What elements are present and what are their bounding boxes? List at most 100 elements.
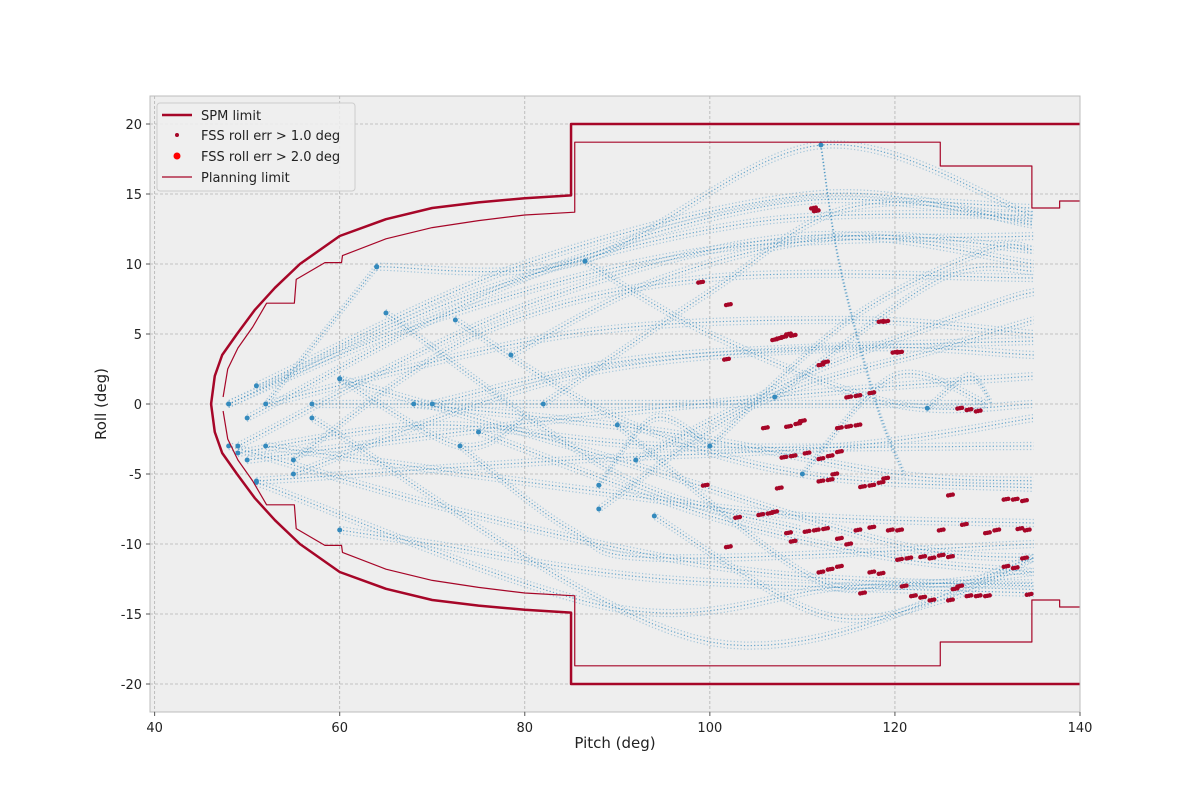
fss-err-1deg-point (950, 553, 955, 559)
fss-err-1deg-point (899, 527, 905, 532)
y-tick-label: 10 (125, 258, 142, 273)
trajectory-line (432, 343, 1034, 409)
trajectory-start-point (244, 457, 250, 463)
legend-swatch-fss-2deg (173, 152, 181, 160)
trajectory-line (376, 143, 1034, 273)
fss-err-1deg-point (774, 509, 780, 514)
trajectory-line (654, 518, 1034, 624)
trajectory-line (616, 424, 1034, 590)
trajectory-line (265, 448, 1034, 528)
trajectory-line (228, 210, 1034, 402)
trajectory-line (293, 273, 1034, 461)
trajectory-line (228, 235, 1034, 405)
fss-err-1deg-point (760, 511, 766, 517)
fss-err-1deg-point (848, 423, 854, 429)
trajectory-line (774, 262, 1034, 394)
trajectory-start-point (818, 142, 824, 148)
fss-err-1deg-point (922, 553, 928, 559)
trajectory-line (265, 262, 378, 401)
fss-err-1deg-point (839, 425, 844, 430)
fss-err-1deg-point (1006, 563, 1011, 569)
fss-err-1deg-point (1006, 496, 1011, 501)
trajectory-start-point (799, 471, 805, 477)
trajectory-line (432, 340, 1034, 405)
trajectory-line (478, 431, 1034, 573)
y-tick-label: 0 (134, 398, 142, 413)
trajectory-line (510, 231, 1034, 353)
trajectory-line (616, 428, 1034, 594)
legend-label-spm-limit: SPM limit (201, 109, 261, 124)
legend: SPM limit FSS roll err > 1.0 deg FSS rol… (156, 102, 356, 192)
trajectory-start-point (253, 383, 259, 389)
trajectory-start-point (253, 479, 259, 485)
fss-err-1deg-point (737, 514, 743, 520)
trajectory-line (256, 481, 1034, 614)
trajectory-start-point (457, 443, 463, 449)
fss-err-1deg-point (941, 527, 946, 532)
trajectory-line (339, 378, 1034, 559)
trajectory-line (256, 478, 1034, 611)
fss-err-1deg-point (839, 563, 844, 569)
fss-err-1deg-point (959, 583, 965, 588)
trajectory-start-point (476, 429, 482, 435)
trajectory-start-point (582, 258, 588, 264)
trajectory-line (616, 421, 1034, 587)
x-tick-label: 100 (697, 721, 722, 736)
trajectory-line (801, 369, 988, 471)
fss-err-1deg-point (816, 527, 821, 532)
fss-err-1deg-point (1029, 591, 1034, 597)
trajectory-start-point (290, 457, 296, 463)
fss-err-1deg-point (793, 332, 798, 338)
fss-err-1deg-point (862, 590, 868, 595)
fss-err-1deg-point (1024, 555, 1029, 560)
fss-err-1deg-point (871, 524, 877, 529)
trajectory-start-point (383, 310, 389, 316)
trajectory-start-point (235, 450, 241, 456)
fss-err-1deg-point (871, 482, 877, 487)
trajectory-line (385, 309, 803, 528)
trajectory-line (265, 315, 1034, 402)
fss-err-1deg-point (969, 406, 974, 412)
fss-err-1deg-point (830, 476, 835, 482)
trajectory-line (478, 427, 1034, 570)
trajectory-line (654, 511, 1034, 617)
trajectory-line (455, 322, 1034, 493)
fss-err-1deg-point (950, 597, 955, 602)
fss-err-1deg-point (858, 527, 863, 532)
fss-err-1deg-point (987, 530, 992, 535)
trajectory-line (820, 144, 905, 475)
trajectory-start-point (596, 506, 602, 512)
x-tick-label: 80 (517, 721, 534, 736)
fss-err-1deg-point (941, 552, 946, 557)
fss-err-1deg-point (899, 556, 905, 562)
trajectory-line (774, 266, 1034, 398)
trajectory-line (265, 322, 1034, 409)
trajectory-line (228, 231, 1034, 402)
trajectory-start-point (235, 443, 241, 449)
legend-label-planning-limit: Planning limit (201, 171, 290, 186)
trajectory-start-point (309, 415, 315, 421)
fss-err-1deg-point (1015, 496, 1020, 501)
trajectory-line (228, 213, 1034, 405)
x-tick-label: 140 (1068, 721, 1093, 736)
fss-err-1deg-point (1027, 527, 1032, 532)
trajectory-line (455, 315, 1034, 486)
trajectory-start-point (772, 394, 778, 400)
trajectory-start-point (290, 471, 296, 477)
fss-error-points (696, 205, 1034, 603)
fss-err-1deg-point (705, 482, 710, 487)
fss-err-1deg-point (964, 521, 969, 527)
legend-swatch-fss-1deg (175, 133, 179, 137)
trajectory-line (293, 269, 1034, 457)
fss-err-1deg-point (813, 205, 819, 210)
trajectory-start-point (633, 457, 639, 463)
trajectory-line (256, 420, 1034, 486)
trajectory-line (376, 147, 1034, 276)
fss-err-1deg-point (825, 525, 831, 531)
trajectory-line (256, 189, 1034, 383)
fss-err-1deg-point (858, 392, 863, 398)
fss-err-1deg-point (885, 475, 891, 480)
trajectory-line (256, 413, 1034, 479)
trajectory-line (385, 316, 803, 535)
